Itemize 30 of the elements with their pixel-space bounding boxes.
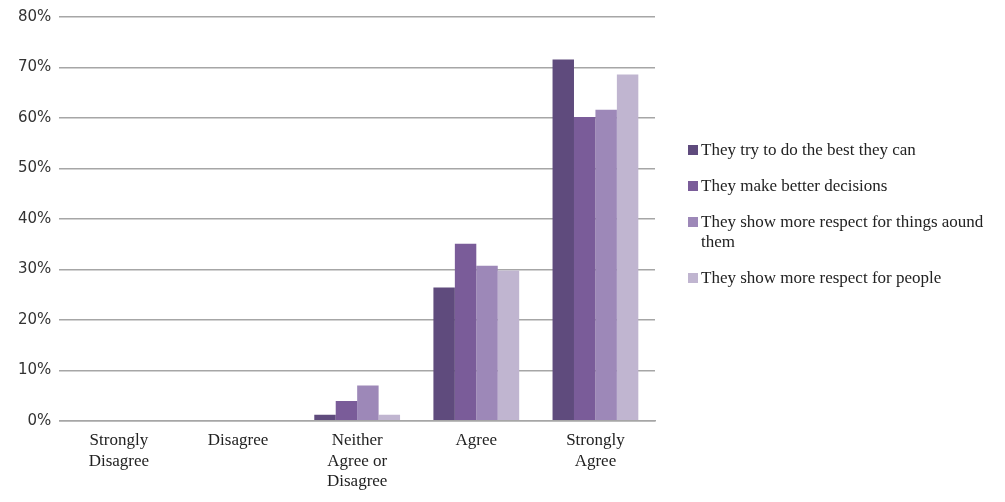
x-tick-label: Strongly Disagree bbox=[88, 430, 150, 470]
bar bbox=[595, 109, 617, 421]
legend-label: They show more respect for people bbox=[701, 268, 942, 288]
y-tick-label: 40% bbox=[18, 208, 52, 227]
y-tick-label: 80% bbox=[18, 6, 52, 25]
bar bbox=[314, 414, 336, 421]
y-tick-label: 20% bbox=[18, 309, 52, 328]
bar bbox=[335, 401, 358, 421]
y-tick-label: 60% bbox=[18, 107, 52, 126]
bar bbox=[497, 270, 520, 421]
bar bbox=[573, 116, 596, 421]
y-tick-label: 30% bbox=[18, 259, 52, 278]
x-tick-label: Strongly Agree bbox=[566, 430, 626, 470]
x-tick-label: Agree bbox=[455, 430, 498, 450]
legend-label: They show more respect for things aound them bbox=[701, 212, 985, 252]
bar bbox=[433, 287, 455, 421]
y-tick-label: 70% bbox=[18, 57, 52, 76]
x-tick-label: Disagree bbox=[207, 430, 269, 450]
y-tick-label: 10% bbox=[18, 360, 52, 379]
bar bbox=[357, 385, 379, 421]
x-tick-label: Neither Agree or Disagree bbox=[326, 430, 388, 491]
y-tick-label: 0% bbox=[27, 410, 52, 429]
bar bbox=[616, 74, 639, 421]
legend-label: They make better decisions bbox=[701, 176, 888, 196]
bar bbox=[454, 243, 477, 421]
bar bbox=[476, 265, 498, 421]
bar bbox=[552, 59, 574, 421]
y-tick-label: 50% bbox=[18, 158, 52, 177]
bar bbox=[378, 414, 401, 421]
legend-label: They try to do the best they can bbox=[701, 140, 916, 160]
